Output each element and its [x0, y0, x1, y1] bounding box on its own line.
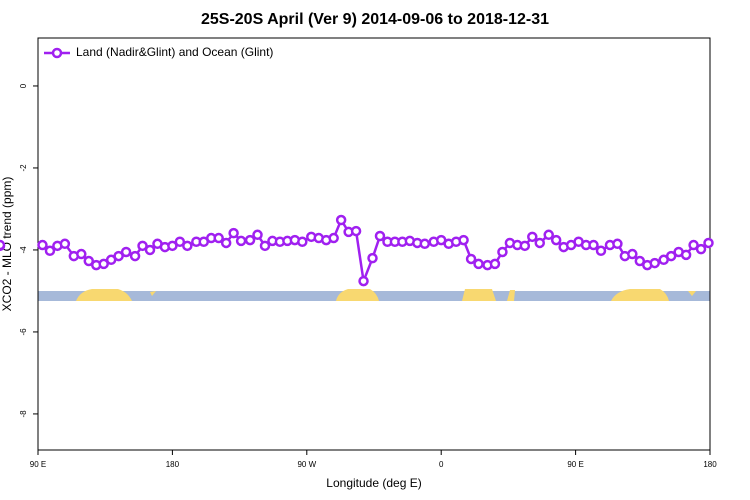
data-point: [44, 245, 56, 257]
data-point: [627, 248, 638, 260]
data-point: [37, 239, 48, 251]
data-point: [688, 239, 699, 251]
x-tick-label: 90 E: [30, 460, 46, 469]
data-point: [182, 240, 193, 252]
y-tick-label: -2: [19, 164, 28, 172]
x-tick-label: 180: [703, 460, 717, 469]
data-point: [665, 250, 677, 262]
y-tick-label: 0: [19, 83, 28, 88]
data-point: [259, 240, 271, 252]
data-point: [129, 250, 141, 262]
chart-title: 25S-20S April (Ver 9) 2014-09-06 to 2018…: [201, 11, 549, 28]
x-tick-label: 180: [166, 460, 180, 469]
data-point: [543, 229, 554, 241]
data-point: [137, 240, 148, 252]
land-ocean-strip: [38, 289, 710, 301]
land-strip: [611, 289, 669, 301]
land-strip: [150, 291, 156, 296]
data-point: [350, 225, 362, 237]
data-point: [649, 257, 660, 269]
data-point: [519, 240, 531, 252]
data-point: [465, 253, 477, 265]
data-point: [458, 234, 469, 246]
land-strip: [688, 291, 696, 296]
data-point: [695, 243, 707, 255]
data-point: [612, 238, 623, 250]
data-point: [120, 246, 132, 258]
data-point: [235, 235, 247, 247]
data-point: [419, 238, 431, 250]
data-point: [550, 234, 562, 246]
x-axis-title: Longitude (deg E): [326, 476, 421, 490]
y-axis-title: XCO2 - MLO trend (ppm): [0, 177, 14, 312]
data-point: [83, 255, 95, 267]
data-point: [634, 255, 646, 267]
data-point: [0, 239, 6, 251]
data-point: [497, 246, 508, 258]
y-tick-label: -4: [19, 246, 28, 254]
data-point: [374, 230, 386, 242]
data-point: [588, 239, 599, 251]
data-point: [244, 234, 256, 246]
data-point: [59, 238, 71, 250]
data-point: [213, 232, 224, 244]
data-point: [367, 252, 378, 264]
data-point: [473, 258, 484, 270]
y-tick-label: -8: [19, 410, 28, 418]
land-strip: [336, 289, 379, 301]
y-tick-label: -6: [19, 328, 28, 336]
legend-marker: [51, 47, 63, 59]
land-strip: [76, 289, 132, 301]
x-tick-label: 0: [439, 460, 444, 469]
data-point: [174, 236, 186, 247]
data-point: [252, 229, 263, 241]
data-point: [703, 237, 714, 249]
data-point: [328, 232, 339, 244]
data-point: [335, 214, 347, 226]
data-point: [527, 231, 538, 243]
data-point: [144, 244, 156, 256]
data-point: [358, 275, 369, 287]
x-tick-label: 90 W: [297, 460, 316, 469]
land-strip: [507, 290, 515, 301]
data-point: [680, 249, 692, 261]
data-point: [113, 250, 124, 262]
data-point: [489, 258, 501, 270]
data-point: [534, 237, 546, 249]
data-point: [167, 240, 178, 252]
data-point: [220, 237, 232, 249]
legend-label: Land (Nadir&Glint) and Ocean (Glint): [76, 45, 273, 59]
x-tick-label: 90 E: [567, 460, 583, 469]
data-point: [595, 245, 607, 257]
data-point: [228, 227, 239, 239]
data-point: [98, 258, 109, 270]
data-point: [297, 236, 308, 247]
data-point: [76, 248, 87, 260]
land-strip: [462, 289, 496, 301]
